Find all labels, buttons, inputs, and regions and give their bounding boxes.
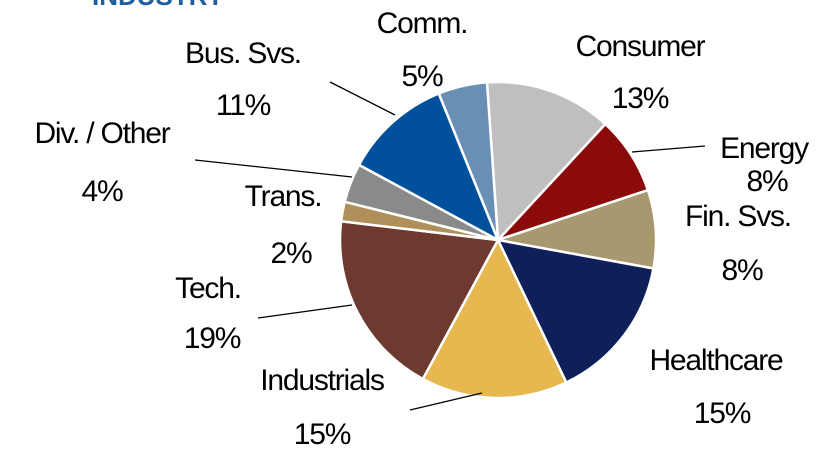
leader-line xyxy=(409,392,483,411)
pie-slice xyxy=(437,81,500,241)
slice-value-label: 15% xyxy=(294,418,351,451)
slice-label: Tech. xyxy=(175,272,241,305)
leader-line xyxy=(194,159,353,178)
slice-value-label: 5% xyxy=(402,60,443,93)
pie-slice xyxy=(357,91,501,243)
chart-title: INDUSTRY xyxy=(92,0,224,11)
pie-slice xyxy=(421,237,568,400)
slice-value-label: 8% xyxy=(747,165,788,198)
slice-value-label: 15% xyxy=(694,397,751,430)
slice-label: Consumer xyxy=(576,30,706,63)
slice-label: Bus. Svs. xyxy=(185,37,301,70)
slice-label: Healthcare xyxy=(649,344,783,377)
slice-value-label: 4% xyxy=(82,175,123,208)
leader-line xyxy=(631,145,706,153)
leader-line xyxy=(257,304,353,319)
pie-slice xyxy=(338,219,500,381)
slice-label: Comm. xyxy=(377,7,468,40)
slice-value-label: 8% xyxy=(722,254,763,287)
slice-value-label: 11% xyxy=(216,89,271,122)
slice-label: Industrials xyxy=(260,364,384,397)
slice-label: Fin. Svs. xyxy=(685,200,791,233)
slice-label: Div. / Other xyxy=(34,117,170,150)
slice-label: Trans. xyxy=(245,180,322,213)
pie-slice xyxy=(495,238,655,385)
pie-slice xyxy=(485,80,608,243)
slice-label: Energy xyxy=(720,132,809,165)
slice-value-label: 2% xyxy=(271,237,312,270)
slice-value-label: 19% xyxy=(184,322,241,355)
slice-value-label: 13% xyxy=(612,82,669,115)
leader-line xyxy=(329,81,396,116)
